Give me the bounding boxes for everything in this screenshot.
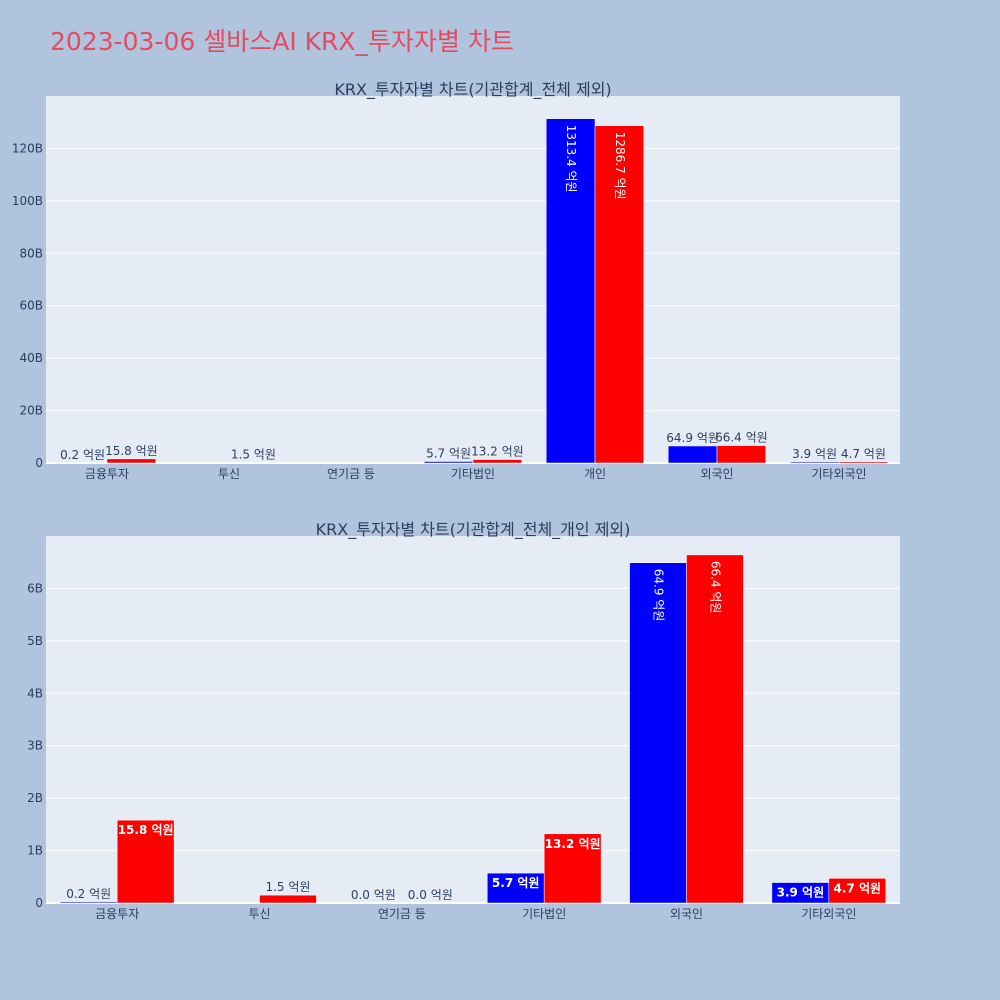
- chart1-bar: [594, 125, 645, 464]
- chart2-bar: [686, 554, 744, 904]
- chart1-bar: [667, 445, 718, 464]
- chart1-y-tick-label: 40B: [19, 351, 43, 365]
- chart2-bar-label: 0.2 억원: [66, 887, 111, 901]
- chart1-bar: [472, 459, 523, 464]
- chart1-bar: [789, 461, 840, 464]
- chart1-x-tick-label: 외국인: [700, 467, 733, 481]
- page-title: 2023-03-06 셀바스AI KRX_투자자별 차트: [50, 27, 514, 56]
- chart1-x-tick-label: 개인: [584, 467, 606, 481]
- chart2-bar-label: 1.5 억원: [265, 880, 310, 894]
- chart1-y-tick-label: 20B: [19, 404, 43, 418]
- chart2-y-tick-label: 3B: [27, 739, 43, 753]
- chart2-y-tick-label: 2B: [27, 791, 43, 805]
- chart2-x-tick-label: 투신: [248, 907, 270, 921]
- chart2-bar-label: 0.0 억원: [408, 888, 453, 902]
- chart2-title: KRX_투자자별 차트(기관합계_전체_개인 제외): [316, 520, 631, 540]
- chart1-x-tick-label: 연기금 등: [327, 467, 375, 481]
- chart1-bar-label: 1286.7 억원: [613, 132, 627, 200]
- chart2-x-tick-label: 기타법인: [522, 907, 566, 921]
- chart1-bar-label: 15.8 억원: [105, 444, 158, 458]
- chart2-x-tick-label: 연기금 등: [378, 907, 426, 921]
- chart1-plot-area: [46, 96, 900, 463]
- chart2-plot-area: [46, 536, 900, 903]
- chart1-x-tick-label: 기타외국인: [811, 467, 866, 481]
- chart2-bar-label: 5.7 억원: [492, 876, 540, 890]
- chart2-bar-label: 66.4 억원: [708, 561, 722, 614]
- chart1-bar: [838, 461, 889, 464]
- chart1-x-tick-label: 금융투자: [85, 467, 129, 481]
- chart1-bar: [545, 118, 596, 464]
- chart2-bar-label: 15.8 억원: [118, 823, 174, 837]
- chart1-bar: [423, 461, 474, 464]
- chart2-bar-label: 13.2 억원: [545, 837, 601, 851]
- chart1-bar-label: 0.2 억원: [60, 448, 105, 462]
- chart1-bar: [716, 445, 767, 464]
- chart2-y-tick-label: 0: [35, 896, 43, 910]
- chart2-bar-label: 64.9 억원: [652, 569, 666, 622]
- chart2-bar-label: 3.9 억원: [777, 886, 825, 900]
- chart1-bar-label: 64.9 억원: [666, 431, 719, 445]
- chart2-bar: [543, 833, 602, 904]
- chart1-y-tick-label: 60B: [19, 299, 43, 313]
- chart2-bar: [828, 878, 887, 904]
- chart1-bar-label: 3.9 억원: [792, 447, 837, 461]
- chart1-x-tick-label: 투신: [218, 467, 240, 481]
- chart2-x-tick-label: 기타외국인: [801, 907, 856, 921]
- chart1-bar-label: 5.7 억원: [426, 447, 471, 461]
- chart1-y-tick-label: 0: [35, 456, 43, 470]
- chart2-bar: [629, 562, 687, 904]
- chart2-y-tick-label: 4B: [27, 686, 43, 700]
- chart1-bar: [106, 458, 157, 464]
- chart1-y-tick-label: 120B: [12, 141, 43, 155]
- chart1-y-tick-label: 80B: [19, 246, 43, 260]
- chart2-y-tick-label: 5B: [27, 634, 43, 648]
- chart2-y-tick-label: 6B: [27, 581, 43, 595]
- chart1-bar-label: 1.5 억원: [231, 448, 276, 462]
- chart1-y-tick-label: 100B: [12, 194, 43, 208]
- chart1-title: KRX_투자자별 차트(기관합계_전체 제외): [334, 80, 611, 100]
- chart2-bar: [116, 819, 175, 904]
- chart1-bar-label: 13.2 억원: [471, 445, 524, 459]
- chart1-bar-label: 66.4 억원: [715, 431, 768, 445]
- chart2-x-tick-label: 외국인: [670, 907, 703, 921]
- chart1-x-tick-label: 기타법인: [451, 467, 495, 481]
- chart2-y-tick-label: 1B: [27, 844, 43, 858]
- chart2-x-tick-label: 금융투자: [95, 907, 139, 921]
- chart2-bar-label: 4.7 억원: [834, 881, 882, 895]
- chart1-bar-label: 1313.4 억원: [564, 125, 578, 193]
- chart2-bar: [259, 894, 317, 904]
- chart2-bar-label: 0.0 억원: [351, 888, 396, 902]
- chart2-bar: [59, 901, 118, 904]
- chart1-bar-label: 4.7 억원: [841, 447, 886, 461]
